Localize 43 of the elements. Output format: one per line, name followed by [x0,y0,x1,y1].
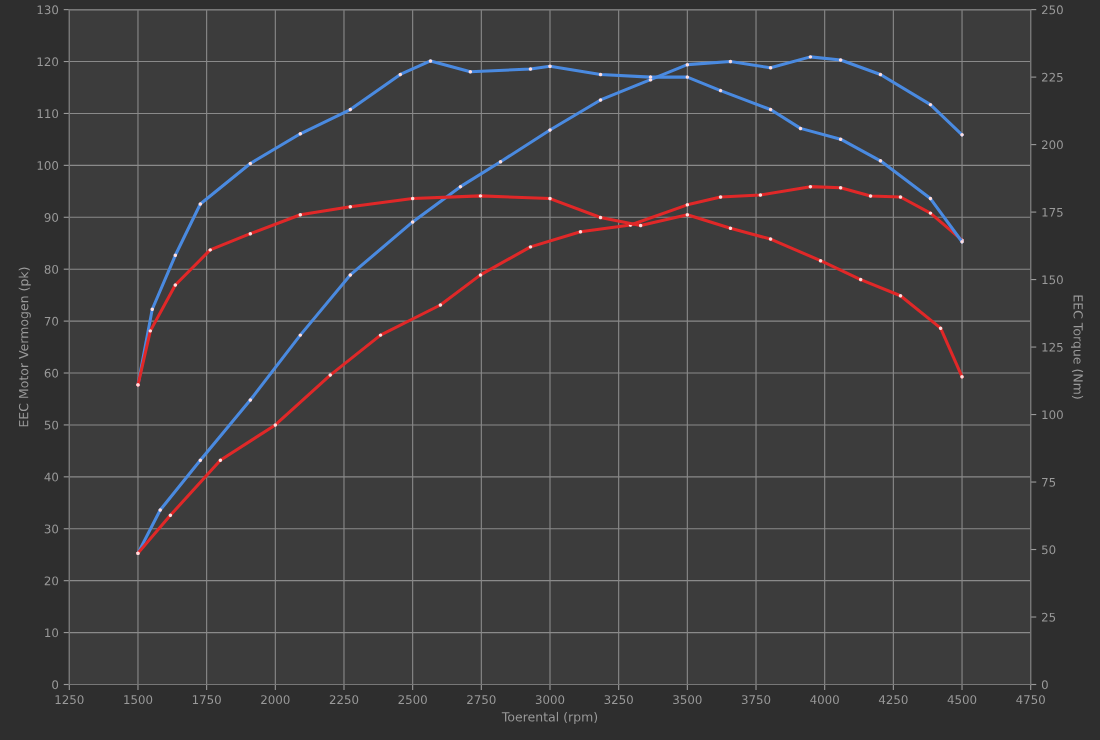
y-tick-label: 120 [37,57,59,67]
y-tick-label: 100 [37,161,59,171]
y2-tick-label: 225 [1041,72,1063,82]
y-tick-label: 10 [45,628,59,638]
x-tick-label: 4500 [947,695,977,705]
x-tick-label: 2750 [467,695,496,705]
y2-tick-label: 50 [1042,545,1056,555]
y2-tick-label: 175 [1042,207,1063,217]
y2-tick-label: 75 [1042,477,1056,487]
y-tick-label: 80 [44,264,59,274]
x-tick-label: 1250 [55,695,84,705]
y-tick-label: 20 [44,576,59,586]
x-axis-title: Toerental (rpm) [501,711,598,724]
y2-tick-label: 0 [1041,680,1048,690]
x-tick-label: 2250 [329,695,359,705]
x-tick-label: 4000 [810,695,839,705]
x-tick-label: 4250 [878,695,908,705]
x-tick-label: 2000 [261,695,290,705]
y2-tick-label: 125 [1042,342,1063,352]
y2-tick-label: 250 [1041,5,1063,15]
y2-tick-label: 150 [1042,275,1063,285]
x-tick-label: 3500 [673,695,702,705]
y2-tick-label: 25 [1041,612,1056,622]
y-tick-label: 30 [44,524,59,534]
y-tick-label: 0 [52,680,59,690]
x-tick-label: 1500 [124,695,153,705]
y-tick-label: 60 [44,368,59,378]
y-axis-title: EEC Motor Vermogen (pk) [18,267,31,427]
y-tick-label: 110 [37,109,59,119]
x-tick-label: 3000 [535,695,565,705]
x-tick-label: 1750 [192,695,221,705]
y-tick-label: 70 [44,316,59,326]
y-tick-label: 90 [44,213,59,222]
x-tick-label: 4750 [1016,695,1045,705]
y2-axis-title: EEC Torque (Nm) [1071,295,1084,399]
y-tick-label: 40 [44,472,59,482]
y-tick-label: 50 [44,420,59,430]
x-tick-label: 3250 [604,695,633,705]
y2-tick-label: 200 [1041,140,1063,150]
y2-tick-label: 100 [1042,410,1063,420]
x-tick-label: 3750 [741,695,771,705]
y-tick-label: 130 [37,5,59,15]
x-tick-label: 2500 [398,695,427,705]
